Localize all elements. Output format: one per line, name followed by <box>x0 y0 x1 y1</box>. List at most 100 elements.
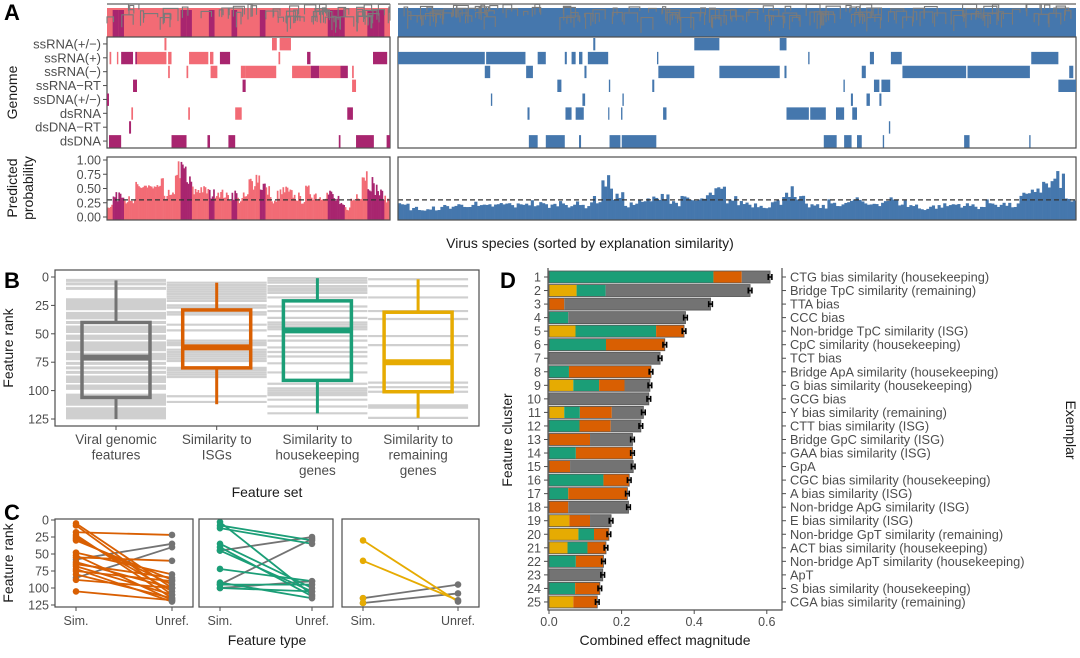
probability-bar <box>339 204 341 220</box>
probability-bar <box>1059 187 1063 220</box>
probability-bar <box>533 206 537 220</box>
probability-bar <box>378 195 381 220</box>
probability-bar <box>573 204 577 220</box>
probability-bar <box>293 194 296 220</box>
probability-bar <box>420 210 424 220</box>
probability-bar <box>132 203 135 220</box>
probability-bar <box>793 196 797 220</box>
genome-segment <box>131 107 134 120</box>
probability-bar <box>135 181 138 220</box>
probability-bar <box>717 187 721 220</box>
probability-bar <box>1011 207 1015 220</box>
probability-bar <box>138 186 140 220</box>
probability-bar <box>323 199 326 220</box>
probability-bar <box>722 186 726 220</box>
probability-bar <box>114 197 116 220</box>
probability-bar <box>451 206 455 220</box>
probability-bar <box>198 192 201 220</box>
probability-bar <box>409 210 413 220</box>
probability-bar <box>162 178 164 220</box>
category-label: Viral genomic <box>75 432 157 447</box>
probability-bar <box>148 185 150 220</box>
error-bar <box>626 477 632 484</box>
genome-segment <box>587 51 609 65</box>
probability-bar <box>193 194 196 220</box>
probability-bar <box>581 204 585 220</box>
bar-segment-ISG <box>575 582 600 595</box>
exemplar-label: Non-bridge GpT similarity (remaining) <box>790 527 1003 542</box>
probability-bar <box>183 168 186 220</box>
exemplar-label: CCC bias <box>790 310 845 325</box>
genome-row-label: dsDNA−RT <box>35 120 101 135</box>
probability-bar <box>821 204 825 220</box>
probability-bar <box>1050 181 1054 220</box>
probability-bar <box>217 192 220 220</box>
genome-segment <box>528 135 538 148</box>
probability-bar <box>708 192 712 220</box>
exemplar-label: G bias similarity (housekeeping) <box>790 378 972 393</box>
cluster-label: 11 <box>528 406 541 420</box>
genome-segment <box>527 107 530 120</box>
probability-bar <box>914 204 919 220</box>
probability-bar <box>965 203 969 220</box>
point <box>72 522 80 529</box>
exemplar-label: ACT bias similarity (housekeeping) <box>790 540 987 555</box>
probability-bar <box>1042 181 1046 220</box>
probability-bar <box>365 171 368 220</box>
probability-bar <box>276 190 279 220</box>
genome-segment <box>171 135 187 148</box>
genome-segment <box>861 65 866 79</box>
probability-bar <box>578 205 582 220</box>
probability-bar <box>720 188 724 220</box>
rank-tick-label: 75 <box>35 356 49 370</box>
probability-bar <box>471 204 475 220</box>
probability-bar <box>1027 193 1032 220</box>
probability-bar <box>272 203 275 220</box>
genome-segment <box>484 65 491 79</box>
genome-axis-title: Genome <box>4 65 20 119</box>
genome-segment <box>579 135 582 148</box>
genome-segment <box>189 51 209 65</box>
exemplar-label: Non-bridge ApG similarity (ISG) <box>790 500 969 515</box>
probability-bar <box>1016 203 1020 220</box>
probability-bar <box>457 204 461 220</box>
point <box>359 537 367 544</box>
probability-bar <box>310 197 313 220</box>
probability-bar <box>327 194 330 220</box>
probability-bar <box>370 191 372 220</box>
probability-bar <box>252 189 255 220</box>
similarity-feature-line <box>362 539 459 603</box>
probability-bar <box>240 201 242 220</box>
genome-segment <box>210 51 214 65</box>
probability-bar <box>112 196 115 220</box>
probability-bar <box>818 208 823 220</box>
probability-bar <box>177 161 180 220</box>
probability-bar <box>494 204 498 220</box>
probability-bar <box>227 195 229 220</box>
error-bar <box>747 287 753 294</box>
probability-bar <box>160 178 163 220</box>
genome-segment <box>1031 51 1059 65</box>
genome-segment <box>278 51 281 65</box>
probability-bar <box>204 187 207 220</box>
probability-bar <box>426 209 430 220</box>
probability-bar <box>350 198 353 220</box>
probability-bar <box>337 195 340 220</box>
error-bar <box>625 504 632 511</box>
probability-bar <box>306 186 309 220</box>
probability-bar <box>278 198 280 220</box>
exemplar-label: CTT bias similarity (ISG) <box>790 418 929 433</box>
point <box>72 571 80 578</box>
probability-bar <box>505 203 509 220</box>
probability-bar <box>208 189 211 220</box>
probability-panel-right <box>397 156 1077 221</box>
probability-bar <box>406 203 410 220</box>
genome-segment <box>136 51 167 65</box>
probability-bar <box>559 201 563 220</box>
probability-bar <box>536 205 540 220</box>
exemplar-label: Bridge GpC similarity (ISG) <box>790 432 944 447</box>
probability-bar <box>417 210 421 220</box>
point <box>72 537 80 544</box>
genome-segment <box>652 79 655 92</box>
probability-bar <box>1008 202 1012 220</box>
